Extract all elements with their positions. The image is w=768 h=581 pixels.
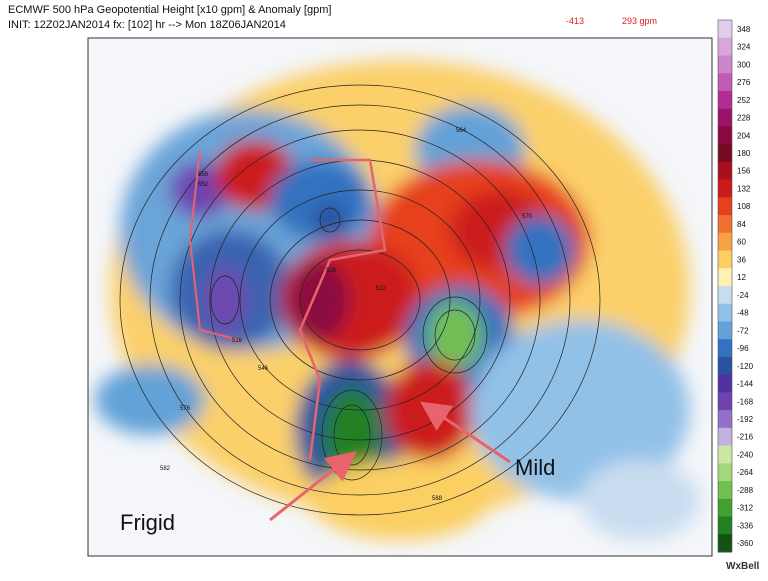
colorbar-swatch [718, 126, 732, 145]
header-title: ECMWF 500 hPa Geopotential Height [x10 g… [8, 4, 331, 16]
colorbar-label: -216 [737, 433, 754, 442]
colorbar-label: -264 [737, 468, 754, 477]
colorbar-swatch [718, 498, 732, 518]
contour-label: 558 [198, 172, 209, 178]
colorbar-label: 228 [737, 114, 751, 123]
colorbar-swatch [718, 374, 732, 393]
colorbar-label: -24 [737, 291, 749, 300]
min-value: -413 [566, 16, 584, 26]
colorbar-label: -336 [737, 521, 754, 530]
colorbar-swatch [718, 197, 732, 216]
colorbar-label: -144 [737, 380, 754, 389]
contour-label: 582 [160, 466, 171, 472]
colorbar-label: 204 [737, 131, 751, 140]
colorbar-swatch [718, 356, 732, 376]
colorbar-swatch [718, 37, 732, 56]
colorbar-swatch [718, 463, 732, 482]
colorbar-label: 132 [737, 184, 751, 193]
contour-label: 522 [376, 286, 387, 292]
colorbar-swatch [718, 427, 732, 447]
colorbar-label: -72 [737, 326, 749, 335]
colorbar-label: -96 [737, 344, 749, 353]
contour-label: 564 [456, 128, 467, 134]
colorbar-swatch [718, 90, 732, 110]
colorbar-label: -120 [737, 362, 754, 371]
colorbar-label: 252 [737, 96, 751, 105]
annotation-mild: Mild [515, 455, 555, 480]
colorbar-swatch [718, 108, 732, 127]
contours [119, 84, 601, 516]
contour-label: 576 [180, 406, 191, 412]
colorbar: 348 324 300 276 252 228 204 180 156 132 108 84 60 36 1… [717, 19, 754, 553]
colorbar-swatch [718, 73, 732, 92]
contour-label: 570 [522, 214, 533, 220]
colorbar-label: 60 [737, 238, 746, 247]
colorbar-label: 108 [737, 202, 751, 211]
colorbar-swatch [718, 55, 732, 74]
colorbar-label: -240 [737, 450, 754, 459]
colorbar-swatch [718, 410, 732, 429]
contour-label: 516 [232, 338, 243, 344]
colorbar-swatch [718, 250, 732, 269]
colorbar-swatch [718, 144, 732, 163]
colorbar-swatch [718, 392, 732, 411]
colorbar-label: -168 [737, 397, 754, 406]
colorbar-swatch [718, 232, 732, 252]
brand: WxBell [726, 561, 760, 572]
contour-label: 552 [198, 182, 209, 188]
colorbar-label: -192 [737, 415, 754, 424]
colorbar-swatch [718, 268, 732, 287]
colorbar-label: 12 [737, 273, 746, 282]
colorbar-label: 276 [737, 78, 751, 87]
annotation-frigid: Frigid [120, 510, 175, 535]
colorbar-label: 180 [737, 149, 751, 158]
colorbar-label: -360 [737, 539, 754, 548]
map: 576 582 516 522 528 546 552 558 564 570 … [88, 38, 712, 556]
colorbar-label: 36 [737, 255, 746, 264]
colorbar-swatch [718, 286, 732, 305]
colorbar-swatch [718, 303, 732, 322]
colorbar-label: 324 [737, 43, 751, 52]
colorbar-swatch [718, 321, 732, 340]
colorbar-swatch [718, 534, 732, 553]
colorbar-swatch [718, 161, 732, 181]
contour-label: 546 [258, 366, 269, 372]
colorbar-swatch [718, 179, 732, 198]
colorbar-label: 156 [737, 167, 751, 176]
colorbar-frame [717, 19, 733, 553]
colorbar-swatch [718, 339, 732, 358]
colorbar-swatch [718, 20, 732, 39]
header-init: INIT: 12Z02JAN2014 fx: [102] hr --> Mon … [8, 19, 286, 31]
colorbar-label: -48 [737, 309, 749, 318]
max-value: 293 gpm [622, 16, 657, 26]
colorbar-swatch [718, 445, 732, 464]
colorbar-swatch [718, 215, 732, 234]
colorbar-label: -312 [737, 504, 754, 513]
colorbar-label: -288 [737, 486, 754, 495]
contour-label: 588 [432, 496, 443, 502]
colorbar-label: 84 [737, 220, 746, 229]
colorbar-swatch [718, 481, 732, 500]
colorbar-label: 348 [737, 25, 751, 34]
colorbar-swatch [718, 516, 732, 535]
colorbar-label: 300 [737, 60, 751, 69]
contour-label: 528 [326, 268, 337, 274]
